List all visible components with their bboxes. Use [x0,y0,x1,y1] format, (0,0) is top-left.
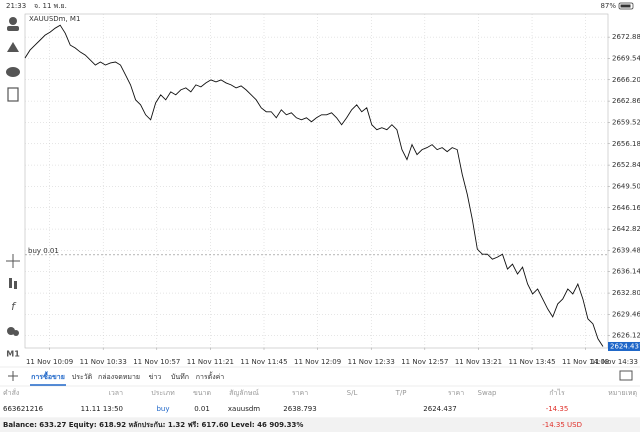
x-tick-label: 11 Nov 10:57 [133,358,180,366]
tab[interactable]: กล่องจดหมาย [98,373,140,381]
battery-icon [618,2,634,10]
cell-profit: -14.35 [546,405,569,413]
x-tick-label: 11 Nov 12:33 [348,358,395,366]
new-order-icon[interactable] [7,87,19,102]
objects-icon-2[interactable] [13,330,19,336]
status-time: 21:33 [6,2,26,10]
column-header: ราคา [448,389,464,397]
tab[interactable]: บันทึก [171,372,189,381]
cell-type: buy [156,405,169,413]
x-tick-label: 11 Nov 12:57 [401,358,448,366]
column-header: T/P [395,389,407,397]
y-tick-label: 2639.480 [612,246,640,254]
last-price-box [608,341,640,351]
y-tick-label: 2662.860 [612,97,640,105]
last-price-label: 2624.437 [610,342,640,350]
x-tick-label: 11 Nov 13:21 [455,358,502,366]
y-tick-label: 2646.160 [612,204,640,212]
footer-bg [0,418,640,432]
x-tick-label: 11 Nov 14:09 [562,358,609,366]
y-tick-label: 2642.820 [612,225,640,233]
y-tick-label: 2656.180 [612,140,640,148]
x-tick-label: 11 Nov 13:45 [508,358,555,366]
cell-open-price: 2638.793 [283,405,316,413]
total-profit: -14.35 USD [542,421,582,429]
column-header: Swap [478,389,497,397]
tab[interactable]: การซื้อขาย [31,370,65,381]
cell-symbol: xauusdm [228,405,260,413]
battery-level [620,4,631,8]
y-tick-label: 2672.880 [612,33,640,41]
column-header: คำสั่ง [3,388,19,397]
account-icon[interactable] [9,17,17,25]
layout-button[interactable] [619,370,633,381]
column-header: S/L [347,389,358,397]
cell-order: 663621216 [3,405,44,413]
y-tick-label: 2649.500 [612,182,640,190]
account-summary: Balance: 633.27 Equity: 618.92 หลักประกั… [3,421,303,429]
column-header: กำไร [549,388,565,397]
cell-volume: 0.01 [194,405,210,413]
price-line [24,24,604,347]
y-tick-label: 2626.120 [612,332,640,340]
chat-icon[interactable] [6,67,20,77]
home-area [0,432,640,447]
chart-frame [24,13,609,349]
column-header: หมายเหตุ [608,389,637,397]
cell-current-price: 2624.437 [423,405,456,413]
timeframe-button[interactable]: M1 [6,350,20,359]
x-tick-label: 11 Nov 14:33 [591,358,638,366]
y-tick-label: 2652.840 [612,161,640,169]
status-date: จ. 11 พ.ย. [34,2,67,10]
tab[interactable]: การตั้งค่า [196,370,225,381]
x-tick-label: 11 Nov 10:33 [80,358,127,366]
x-tick-label: 11 Nov 10:09 [26,358,73,366]
y-tick-label: 2636.140 [612,268,640,276]
candle-icon[interactable] [9,278,12,288]
column-header: ขนาด [193,389,211,397]
x-tick-label: 11 Nov 11:21 [187,358,234,366]
y-tick-label: 2666.200 [612,76,640,84]
order-line-label: buy 0.01 [28,247,59,255]
y-tick-label: 2669.540 [612,54,640,62]
x-tick-label: 11 Nov 12:09 [294,358,341,366]
x-tick-label: 11 Nov 11:45 [240,358,287,366]
column-header: ประเภท [151,389,175,397]
candle-icon-2[interactable] [14,281,17,289]
tab[interactable]: ข่าว [149,373,162,381]
y-tick-label: 2629.460 [612,310,640,318]
y-tick-label: 2659.520 [612,118,640,126]
chart-title: XAUUSDm, M1 [29,15,80,23]
column-header: เวลา [108,389,123,397]
indicator-icon[interactable]: f [11,300,17,313]
column-header: ราคา [292,389,308,397]
status-battery: 87% [600,2,616,10]
column-header: สัญลักษณ์ [229,389,259,397]
left-toolbar: f [6,17,20,336]
crosshair-icon[interactable] [6,254,20,268]
account-icon-body[interactable] [7,26,19,31]
tab[interactable]: ประวัติ [72,373,93,381]
add-button[interactable] [8,371,18,381]
trade-icon[interactable] [7,42,19,52]
y-tick-label: 2632.800 [612,289,640,297]
cell-time: 11.11 13:50 [81,405,123,413]
